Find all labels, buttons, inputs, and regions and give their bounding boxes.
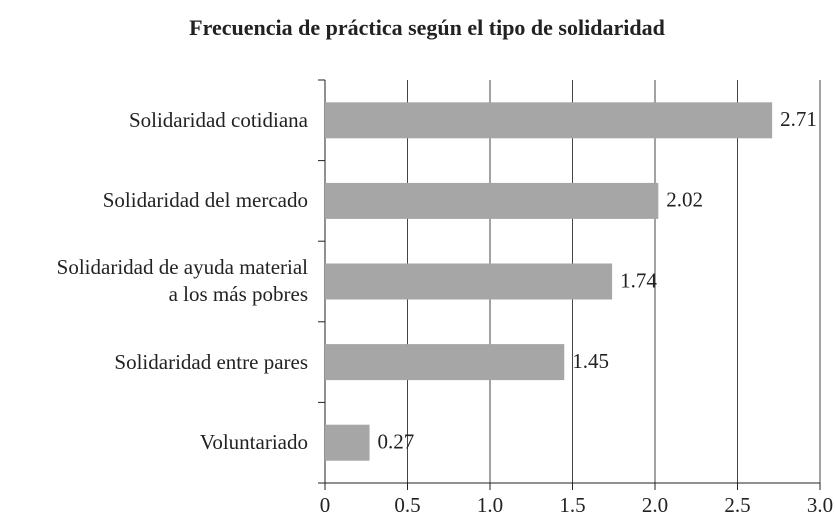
bar [325,344,565,381]
chart-title: Frecuencia de práctica según el tipo de … [189,15,665,40]
y-tick-label: Solidaridad de ayuda material a los más … [56,255,308,307]
bar [325,263,613,300]
x-tick-label: 0.5 [394,493,420,517]
y-tick-label: Solidaridad del mercado [102,188,308,213]
bar [325,102,773,139]
value-label: 2.71 [780,107,817,131]
value-label: 2.02 [666,188,703,212]
bar [325,182,659,219]
x-tick-label: 3.0 [807,493,833,517]
x-tick-label: 1.0 [477,493,503,517]
bar [325,424,370,461]
value-label: 0.27 [378,430,415,454]
value-label: 1.45 [572,349,609,373]
x-tick-label: 2.0 [642,493,668,517]
y-tick-label: Solidaridad entre pares [114,349,308,374]
x-tick-label: 1.5 [559,493,585,517]
x-tick-label: 2.5 [724,493,750,517]
y-tick-label: Voluntariado [199,430,308,455]
y-tick-label: Solidaridad cotidiana [128,107,308,132]
value-label: 1.74 [620,268,657,292]
x-tick-label: 0 [320,493,331,517]
